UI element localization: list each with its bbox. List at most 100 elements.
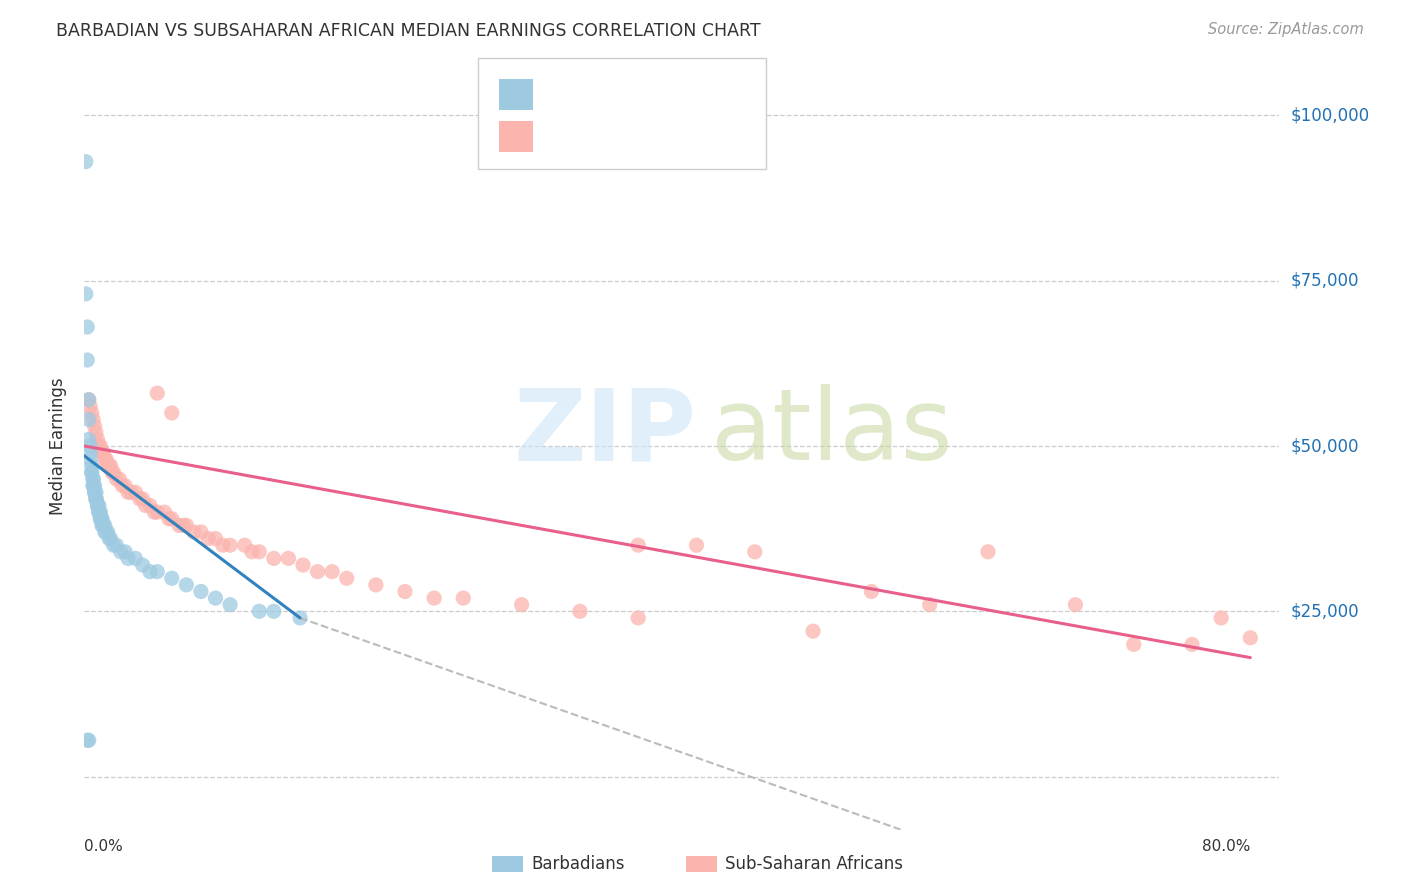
Point [423,591,446,606]
Point [117,485,139,500]
Point [75,286,97,301]
Point [364,578,387,592]
Point [77,392,100,407]
Point [79,439,101,453]
Point [204,532,226,546]
Point [76,733,98,747]
Point [627,611,650,625]
Point [918,598,941,612]
Text: $100,000: $100,000 [1291,106,1369,124]
Point [627,538,650,552]
Text: 64: 64 [709,86,734,103]
Point [100,458,122,473]
Point [128,491,150,506]
Point [94,524,117,539]
Point [91,518,114,533]
Point [1064,598,1087,612]
Point [176,578,198,592]
Point [510,598,533,612]
Point [801,624,824,639]
Point [131,558,153,572]
Point [84,491,107,506]
Point [83,478,105,492]
Point [860,584,883,599]
Point [76,353,98,368]
Point [96,452,118,467]
Point [80,466,103,480]
Text: $75,000: $75,000 [1291,272,1360,290]
Point [86,433,108,447]
Point [90,518,112,533]
Point [219,538,242,552]
Point [80,458,103,473]
Point [87,505,110,519]
Point [77,392,100,407]
Point [84,485,107,500]
Point [135,499,157,513]
Point [90,512,112,526]
Point [124,551,146,566]
Point [685,538,707,552]
Text: ZIP: ZIP [513,384,696,482]
Point [97,458,120,473]
Point [197,532,219,546]
Text: $25,000: $25,000 [1291,602,1360,620]
Point [80,406,103,420]
Point [79,400,101,414]
Point [204,591,226,606]
Point [190,584,212,599]
Point [90,445,112,459]
Point [176,518,198,533]
Point [263,551,285,566]
Point [87,505,110,519]
Point [89,439,111,453]
Point [83,485,105,500]
Point [744,545,766,559]
Point [82,412,104,426]
Point [131,491,153,506]
Point [105,472,128,486]
Point [160,512,183,526]
Text: -0.269: -0.269 [583,86,648,103]
Text: N =: N = [673,86,713,103]
Point [87,439,110,453]
Point [86,499,108,513]
Text: N =: N = [673,128,713,145]
Point [233,538,256,552]
Point [114,478,136,492]
Point [977,545,1000,559]
Point [89,512,111,526]
Point [87,499,110,513]
Point [146,505,169,519]
Point [82,478,104,492]
Text: BARBADIAN VS SUBSAHARAN AFRICAN MEDIAN EARNINGS CORRELATION CHART: BARBADIAN VS SUBSAHARAN AFRICAN MEDIAN E… [56,22,761,40]
Point [146,386,169,401]
Point [84,425,107,440]
Point [172,518,194,533]
Point [76,320,98,334]
Point [108,472,131,486]
Point [247,545,270,559]
Point [146,565,169,579]
Point [86,499,108,513]
Point [153,505,176,519]
Point [117,551,139,566]
Point [288,611,311,625]
Point [87,505,110,519]
Point [98,458,121,473]
Text: $50,000: $50,000 [1291,437,1360,455]
Text: -0.593: -0.593 [583,128,648,145]
Text: R =: R = [544,128,583,145]
Point [82,472,104,486]
Point [291,558,314,572]
Point [84,491,107,506]
Point [321,565,343,579]
Point [263,604,285,618]
Text: Median Earnings: Median Earnings [49,377,67,515]
Point [94,518,117,533]
Text: Barbadians: Barbadians [531,855,626,873]
Text: atlas: atlas [711,384,953,482]
Point [139,499,162,513]
Point [247,604,270,618]
Point [84,491,107,506]
